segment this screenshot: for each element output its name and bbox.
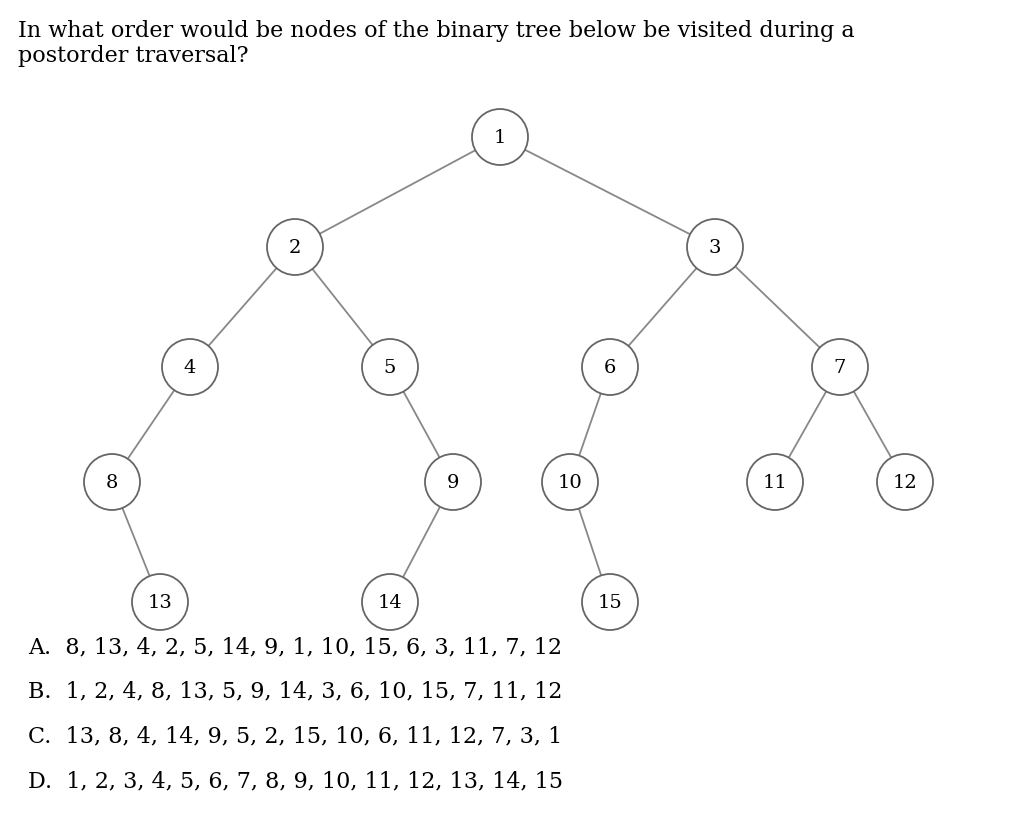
Text: 3: 3 bbox=[709, 239, 721, 256]
Text: 2: 2 bbox=[289, 239, 301, 256]
Circle shape bbox=[812, 340, 868, 395]
Text: D.  1, 2, 3, 4, 5, 6, 7, 8, 9, 10, 11, 12, 13, 14, 15: D. 1, 2, 3, 4, 5, 6, 7, 8, 9, 10, 11, 12… bbox=[28, 769, 563, 791]
Circle shape bbox=[542, 455, 598, 510]
Circle shape bbox=[687, 220, 743, 275]
Circle shape bbox=[362, 574, 418, 630]
Circle shape bbox=[84, 455, 140, 510]
Text: postorder traversal?: postorder traversal? bbox=[18, 45, 249, 67]
Circle shape bbox=[582, 574, 638, 630]
Text: 1: 1 bbox=[494, 129, 506, 147]
Text: 8: 8 bbox=[105, 473, 118, 491]
Circle shape bbox=[472, 110, 528, 165]
Circle shape bbox=[746, 455, 803, 510]
Text: 12: 12 bbox=[893, 473, 918, 491]
Text: 5: 5 bbox=[384, 359, 396, 376]
Text: 4: 4 bbox=[184, 359, 197, 376]
Circle shape bbox=[425, 455, 481, 510]
Text: 7: 7 bbox=[834, 359, 846, 376]
Text: 13: 13 bbox=[147, 593, 172, 611]
Circle shape bbox=[267, 220, 323, 275]
Circle shape bbox=[582, 340, 638, 395]
Text: 6: 6 bbox=[604, 359, 616, 376]
Text: 14: 14 bbox=[378, 593, 402, 611]
Text: C.  13, 8, 4, 14, 9, 5, 2, 15, 10, 6, 11, 12, 7, 3, 1: C. 13, 8, 4, 14, 9, 5, 2, 15, 10, 6, 11,… bbox=[28, 724, 562, 746]
Text: 11: 11 bbox=[763, 473, 787, 491]
Text: 15: 15 bbox=[598, 593, 623, 611]
Text: 9: 9 bbox=[446, 473, 459, 491]
Circle shape bbox=[162, 340, 218, 395]
Text: 10: 10 bbox=[558, 473, 583, 491]
Text: B.  1, 2, 4, 8, 13, 5, 9, 14, 3, 6, 10, 15, 7, 11, 12: B. 1, 2, 4, 8, 13, 5, 9, 14, 3, 6, 10, 1… bbox=[28, 679, 562, 701]
Circle shape bbox=[362, 340, 418, 395]
Circle shape bbox=[877, 455, 933, 510]
Text: A.  8, 13, 4, 2, 5, 14, 9, 1, 10, 15, 6, 3, 11, 7, 12: A. 8, 13, 4, 2, 5, 14, 9, 1, 10, 15, 6, … bbox=[28, 635, 562, 657]
Circle shape bbox=[132, 574, 188, 630]
Text: In what order would be nodes of the binary tree below be visited during a: In what order would be nodes of the bina… bbox=[18, 20, 855, 42]
